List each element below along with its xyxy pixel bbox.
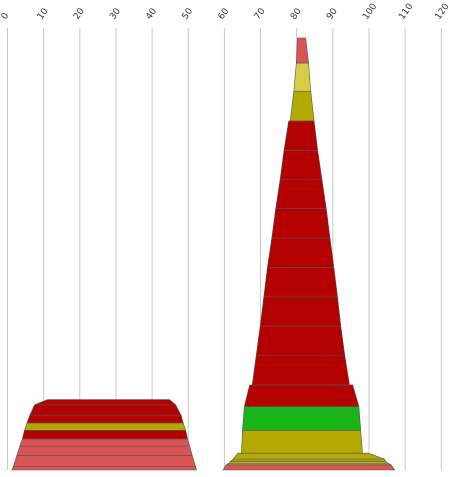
left-mound (11, 399, 198, 471)
left-mound-layer-1 (11, 466, 198, 471)
tall-peak-layer-14 (271, 208, 331, 239)
left-mound-layer-4 (19, 438, 191, 447)
x-tick-label: 0 (0, 11, 11, 22)
tall-peak-layer-13 (267, 237, 335, 268)
x-tick-label: 30 (108, 6, 123, 21)
left-mound-layer-3 (16, 445, 193, 456)
tall-peak-layer-4 (229, 458, 387, 462)
left-mound-layer-8 (29, 404, 182, 416)
tall-peak-layer-7 (242, 406, 362, 431)
tall-peak-layer-6 (241, 429, 363, 454)
x-tick-label: 50 (181, 6, 196, 21)
x-axis-tick-labels: 0 10 20 30 40 50 60 70 80 90 100 110 120 (0, 2, 452, 22)
tall-peak-layer-1 (222, 464, 396, 471)
left-mound-layer-5 (21, 429, 188, 440)
tall-peak-layer-15 (275, 179, 327, 209)
stacked-shapes (11, 37, 396, 471)
tall-peak-layer-20 (295, 37, 309, 64)
tall-peak-layer-17 (283, 120, 319, 151)
tall-peak-layer-8 (243, 384, 360, 407)
x-tick-label: 100 (361, 2, 379, 22)
left-mound-layer-2 (12, 454, 196, 467)
tall-peak-layer-10 (255, 325, 346, 356)
left-mound-layer-6 (24, 422, 187, 431)
tall-peak (222, 37, 396, 471)
x-tick-label: 110 (397, 2, 415, 22)
tall-peak-layer-18 (289, 91, 315, 122)
x-tick-label: 20 (72, 6, 87, 21)
tall-peak-layer-19 (293, 62, 312, 92)
x-tick-label: 40 (144, 6, 159, 21)
x-tick-label: 90 (325, 6, 340, 21)
tall-peak-layer-11 (259, 296, 342, 327)
x-tick-label: 80 (289, 6, 304, 21)
tall-peak-layer-12 (263, 267, 338, 298)
x-tick-label: 60 (217, 6, 232, 21)
x-tick-label: 120 (434, 2, 452, 22)
tall-peak-layer-5 (232, 452, 385, 460)
left-mound-layer-7 (26, 414, 184, 424)
x-tick-label: 10 (36, 6, 51, 21)
left-mound-layer-9 (34, 399, 177, 406)
tall-peak-layer-16 (279, 150, 323, 180)
x-tick-label: 70 (253, 6, 268, 21)
tall-peak-layer-9 (251, 355, 350, 386)
